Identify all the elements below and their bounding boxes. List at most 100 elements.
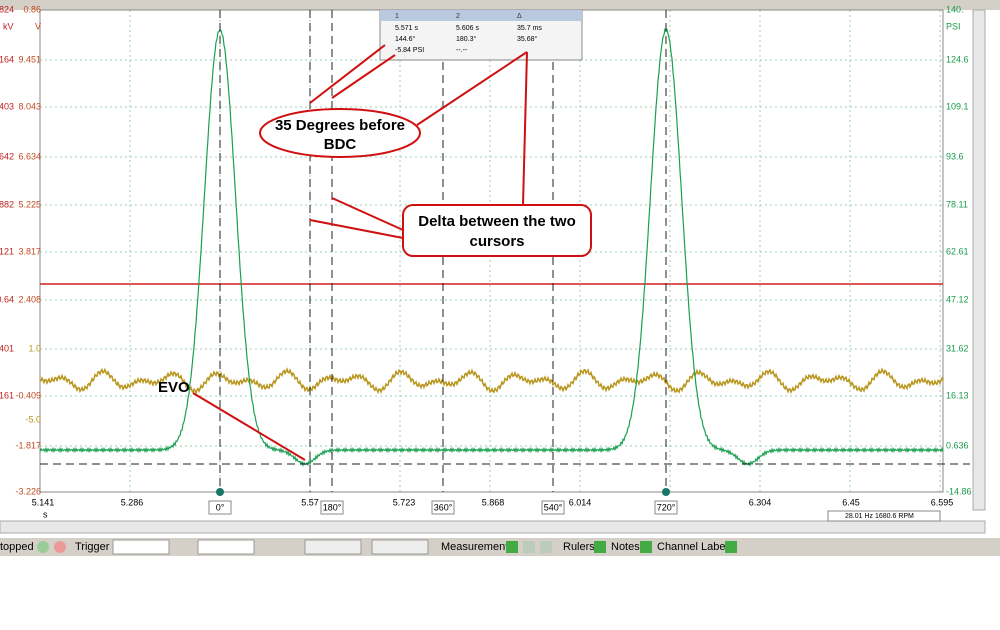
axis-label: 62.61: [946, 246, 969, 256]
axis-label: 0.64: [0, 294, 14, 304]
axis-label: 2.408: [18, 294, 41, 304]
axis-label: 16.13: [946, 390, 969, 400]
axis-label: 161: [0, 390, 14, 400]
axis-label: 109.1: [946, 101, 969, 111]
channel-labels-button[interactable]: [725, 541, 737, 553]
axis-label: 6.595: [931, 497, 954, 507]
axis-label: 5.57: [301, 497, 319, 507]
stop-button[interactable]: [54, 541, 66, 553]
axis-label: 1.0: [28, 343, 41, 353]
table-header: 1: [395, 13, 399, 20]
ruler-label: 0°: [216, 502, 225, 512]
channel-labels-label: Channel Labels: [657, 541, 734, 553]
edit-measurement[interactable]: [523, 541, 535, 553]
axis-label: 164: [0, 54, 14, 64]
annotation-text: 35 Degrees before: [275, 117, 405, 134]
top-toolbar: [0, 0, 1000, 10]
ruler-label-box: [431, 500, 455, 515]
axis-label: 5.225: [18, 199, 41, 209]
axis-label: 8.043: [18, 101, 41, 111]
table-cell: 180.3°: [456, 35, 477, 43]
axis-label: 140.: [946, 4, 964, 14]
traces: [39, 10, 970, 496]
status-box: [827, 510, 941, 522]
ruler-label: 540°: [544, 502, 563, 512]
ruler-label: 180°: [323, 502, 342, 512]
axis-label: 5.723: [393, 497, 416, 507]
axis-unit: kV: [3, 21, 14, 31]
table-header: 2: [456, 13, 460, 20]
table-cell: 5.571 s: [395, 25, 418, 32]
axis-label: -14.86: [946, 486, 972, 496]
ruler-handle: [662, 488, 670, 496]
axis-label: 0.636: [946, 440, 969, 450]
axis-label: 121: [0, 246, 14, 256]
axis-label: 403: [0, 101, 14, 111]
axis-label: 93.6: [946, 151, 964, 161]
h-scrollbar: [0, 520, 986, 534]
axis-label: 9.451: [18, 54, 41, 64]
ruler-label-box: [541, 500, 565, 515]
labels: 824 164 403 642 882 121 0.64 401 161 kV 0.86 9.451 8…: [0, 4, 972, 519]
axis-label: 824: [0, 4, 14, 14]
axis-label: 882: [0, 199, 14, 209]
axis-label: -3.226: [15, 486, 41, 496]
axis-label: -0.409: [15, 390, 41, 400]
notes-button[interactable]: [640, 541, 652, 553]
ruler-label: 360°: [434, 502, 453, 512]
axis-unit: V: [35, 21, 41, 31]
table-cell: --.--: [456, 47, 468, 54]
table-cell: 144.6°: [395, 35, 416, 43]
trigger-delay[interactable]: [371, 539, 429, 555]
axis-label: 5.141: [32, 497, 55, 507]
trigger-level[interactable]: [304, 539, 362, 555]
channel-b: [39, 27, 944, 467]
axis-label: 5.286: [121, 497, 144, 507]
annotation-text: cursors: [469, 233, 524, 250]
axis-label: 31.62: [946, 343, 969, 353]
table-cell: 35.68°: [517, 35, 538, 43]
ruler-label-box: [320, 500, 344, 515]
trigger-label: Trigger: [75, 541, 110, 553]
annotation-text: EVO: [158, 379, 190, 396]
axis-label: 0.86: [23, 4, 41, 14]
table-cell: -5.84 PSI: [395, 47, 424, 54]
table-cells: 1 2 Δ 5.571 s 5.606 s 35.7 ms 144.6° 180.3° 35.6…: [395, 13, 542, 54]
trigger-select[interactable]: [112, 539, 170, 555]
ruler-handle: [216, 488, 224, 496]
scrollbar: [972, 9, 986, 511]
axis-label: -5.0: [25, 414, 41, 424]
axis-label: 6.014: [569, 497, 592, 507]
status-text: 28.01 Hz 1680.6 RPM: [845, 513, 914, 520]
axis-label: 6.634: [18, 151, 41, 161]
axis-label: 3.817: [18, 246, 41, 256]
axis-label: 6.304: [749, 497, 772, 507]
table-cell: 35.7 ms: [517, 25, 542, 32]
axis-label: 6.45: [842, 497, 860, 507]
table-header: Δ: [517, 13, 522, 20]
cursor-table: [379, 9, 583, 61]
rulers-button[interactable]: [594, 541, 606, 553]
axis-label: 78.11: [946, 199, 968, 209]
run-state: topped: [0, 541, 34, 553]
annotation-text: BDC: [324, 136, 357, 153]
ruler-label: 720°: [657, 502, 676, 512]
axis-unit: s: [43, 509, 48, 519]
axis-label: 124.6: [946, 54, 969, 64]
delete-measurement[interactable]: [540, 541, 552, 553]
add-measurement[interactable]: [506, 541, 518, 553]
axis-unit: PSI: [946, 21, 961, 31]
axis-label: 642: [0, 151, 14, 161]
start-button[interactable]: [37, 541, 49, 553]
scope-panel: [0, 10, 1000, 538]
axis-label: 5.868: [482, 497, 505, 507]
ruler-label-box: [654, 500, 678, 515]
trigger-source[interactable]: [197, 539, 255, 555]
axis-label: 401: [0, 343, 14, 353]
table-cell: 5.606 s: [456, 25, 479, 32]
axis-label: 47.12: [946, 294, 969, 304]
rulers-label: Rulers: [563, 541, 595, 553]
ruler-label-box: [208, 500, 232, 515]
notes-label: Notes: [611, 541, 640, 553]
